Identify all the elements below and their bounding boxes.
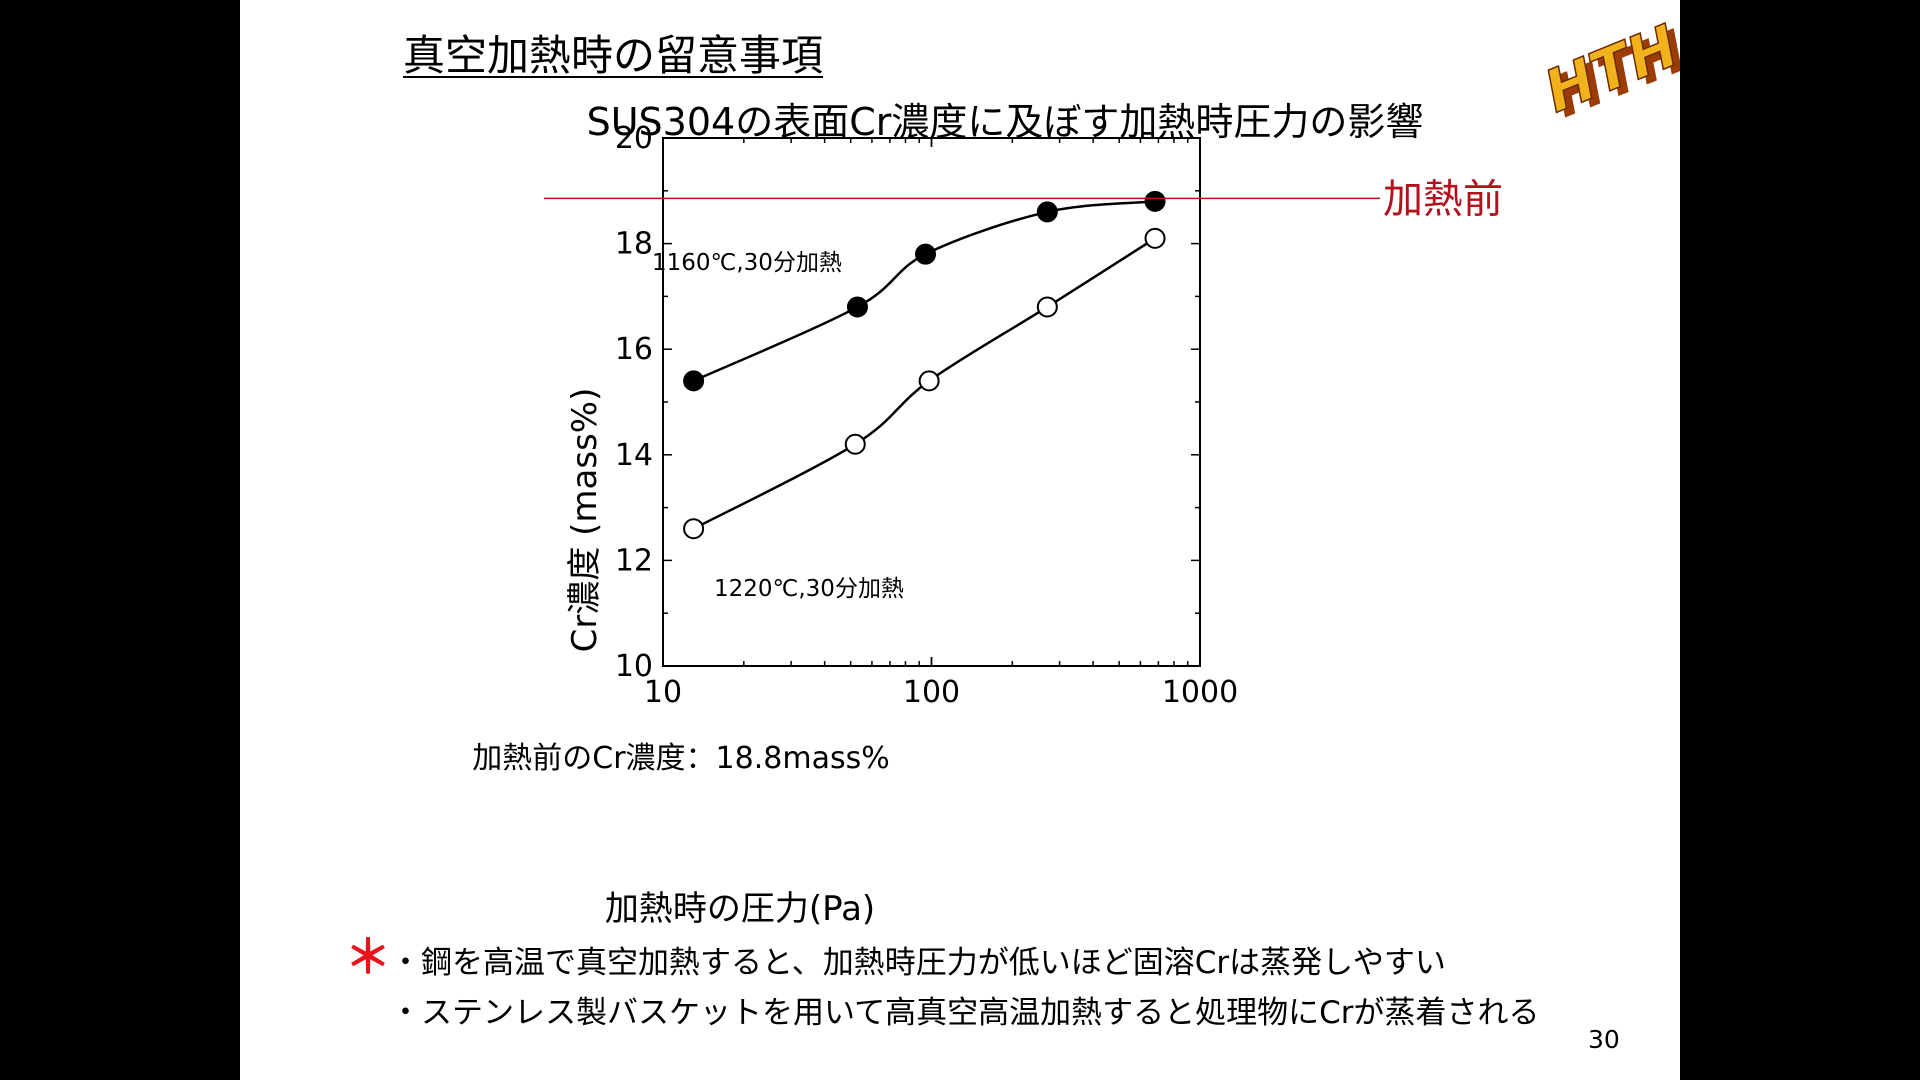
- y-tick-label: 12: [615, 543, 653, 578]
- data-point-open: [1036, 296, 1058, 318]
- hth-logo: HTH HTH: [1540, 11, 1680, 131]
- data-point-filled: [1144, 190, 1166, 212]
- notes: ＊ ・鋼を高温で真空加熱すると、加熱時圧力が低いほど固溶Crは蒸発しやすい ・ス…: [345, 932, 1675, 1038]
- data-point-filled: [683, 370, 705, 392]
- page-number: 30: [1588, 1025, 1620, 1054]
- reference-line-label: 加熱前: [1383, 176, 1503, 222]
- series-line: [693, 200, 1156, 383]
- asterisk-icon: ＊: [345, 930, 391, 984]
- slide: 真空加熱時の留意事項 HTH HTH SUS304の表面Cr濃度に及ぼす加熱時圧…: [240, 0, 1680, 1080]
- y-tick-label: 14: [615, 438, 653, 473]
- data-point-filled: [915, 243, 937, 265]
- y-tick-label: 18: [615, 227, 653, 262]
- slide-heading: 真空加熱時の留意事項: [403, 31, 824, 80]
- series-label: 1220℃,30分加熱: [714, 576, 904, 602]
- data-point-filled: [1036, 201, 1058, 223]
- y-tick-label: 20: [615, 121, 653, 156]
- data-point-open: [844, 433, 866, 455]
- x-axis-label: 加熱時の圧力(Pa): [605, 889, 875, 929]
- x-tick-label: 10: [644, 675, 682, 710]
- y-tick-label: 16: [615, 332, 653, 367]
- data-point-filled: [846, 296, 868, 318]
- x-tick-label: 1000: [1162, 675, 1238, 710]
- plot-area: 10 12 14 16 18 20 10 100 1000 1160℃,30分加熱 1220℃,30…: [544, 121, 1503, 710]
- data-point-open: [683, 518, 705, 540]
- data-point-open: [918, 370, 940, 392]
- data-point-open: [1144, 227, 1166, 249]
- series-label: 1160℃,30分加熱: [652, 250, 842, 276]
- x-tick-label: 100: [903, 675, 960, 710]
- chart: SUS304の表面Cr濃度に及ぼす加熱時圧力の影響 10121416182010…: [472, 100, 1503, 929]
- y-axis-label: Cr濃度 (mass%): [565, 388, 605, 653]
- chart-title: SUS304の表面Cr濃度に及ぼす加熱時圧力の影響: [587, 100, 1424, 144]
- chart-annotation: 加熱前のCr濃度：18.8mass%: [472, 741, 889, 776]
- y-tick-label: 10: [615, 649, 653, 684]
- note-line-1: ・鋼を高温で真空加熱すると、加熱時圧力が低いほど固溶Crは蒸発しやすい: [390, 945, 1446, 981]
- note-line-2: ・ステンレス製バスケットを用いて高真空高温加熱すると処理物にCrが蒸着される: [390, 995, 1540, 1031]
